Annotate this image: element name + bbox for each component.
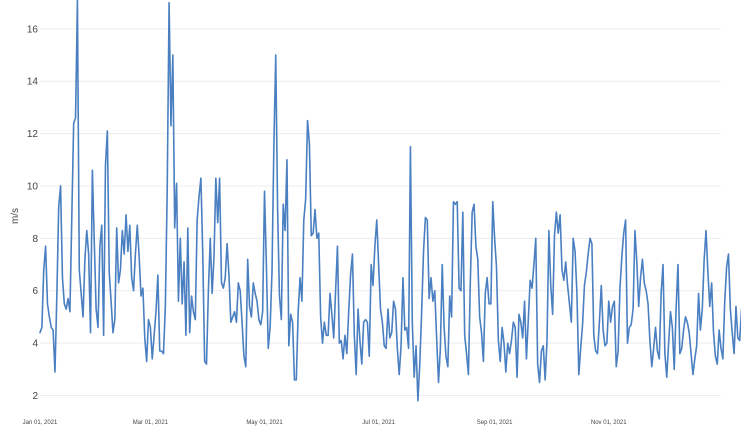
y-tick-label: 10 <box>27 181 39 192</box>
y-tick-label: 12 <box>27 129 39 140</box>
x-tick-label: Nov 01, 2021 <box>591 420 627 426</box>
y-tick-label: 6 <box>32 286 38 297</box>
y-tick-label: 2 <box>32 391 38 402</box>
y-tick-label: 8 <box>32 234 38 245</box>
x-tick-label: May 01, 2021 <box>246 420 283 426</box>
x-tick-label: Mar 01, 2021 <box>133 420 169 426</box>
y-tick-labels: 2 4 6 8 10 12 14 16 <box>27 24 39 402</box>
x-tick-label: Sep 01, 2021 <box>477 420 513 426</box>
y-axis-label: m/s <box>10 208 21 224</box>
x-tick-label: Jul 01, 2021 <box>362 420 395 426</box>
y-tick-label: 16 <box>27 24 39 35</box>
series-line <box>39 0 741 402</box>
x-tick-label: Jan 01, 2021 <box>23 420 58 426</box>
x-tick-labels: Jan 01, 2021 Mar 01, 2021 May 01, 2021 Jul … <box>23 420 628 426</box>
y-tick-label: 4 <box>32 339 38 350</box>
y-tick-label: 14 <box>27 77 39 88</box>
